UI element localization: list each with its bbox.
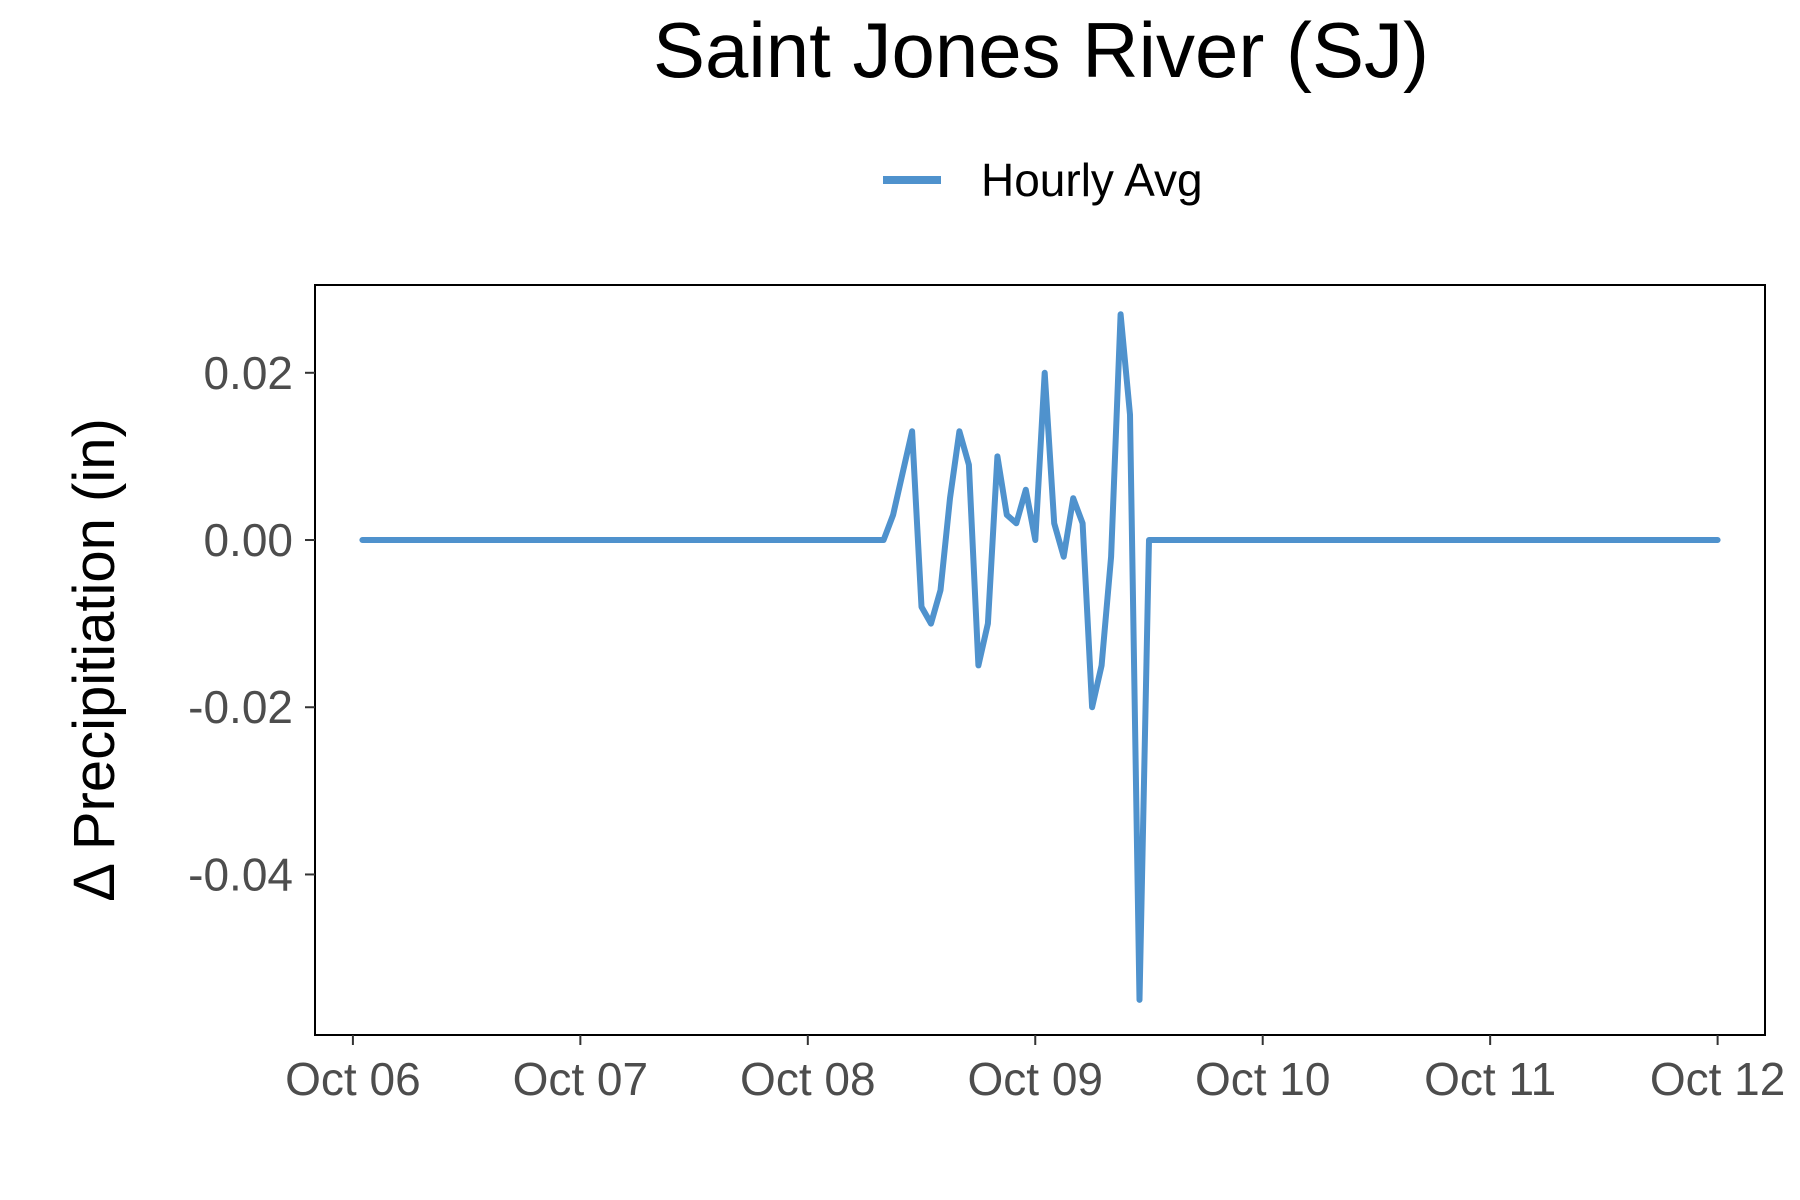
y-tick-label: 0.00: [203, 514, 293, 566]
y-axis: 0.02 0.00 -0.02 -0.04: [188, 347, 315, 900]
plot-panel-border: [314, 284, 1766, 1036]
x-tick-label: Oct 11: [1424, 1053, 1556, 1105]
legend-label: Hourly Avg: [981, 154, 1203, 206]
x-tick-label: Oct 10: [1195, 1053, 1331, 1105]
x-tick-label: Oct 12: [1650, 1053, 1786, 1105]
x-tick-label: Oct 09: [968, 1053, 1104, 1105]
x-tick-label: Oct 08: [740, 1053, 876, 1105]
legend: Hourly Avg: [883, 154, 1203, 206]
series-line-0: [359, 311, 1721, 1003]
y-tick-label: -0.02: [188, 681, 293, 733]
y-axis-title: Δ Precipitiation (in): [62, 418, 127, 902]
y-tick-label: -0.04: [188, 848, 293, 900]
x-tick-label: Oct 07: [513, 1053, 649, 1105]
series-layer: [359, 311, 1721, 1003]
y-tick-label: 0.02: [203, 347, 293, 399]
x-tick-label: Oct 06: [285, 1053, 421, 1105]
x-axis: Oct 06 Oct 07 Oct 08 Oct 09 Oct 10 Oct 11 Oct …: [285, 1035, 1785, 1105]
chart-title: Saint Jones River (SJ): [653, 6, 1429, 94]
